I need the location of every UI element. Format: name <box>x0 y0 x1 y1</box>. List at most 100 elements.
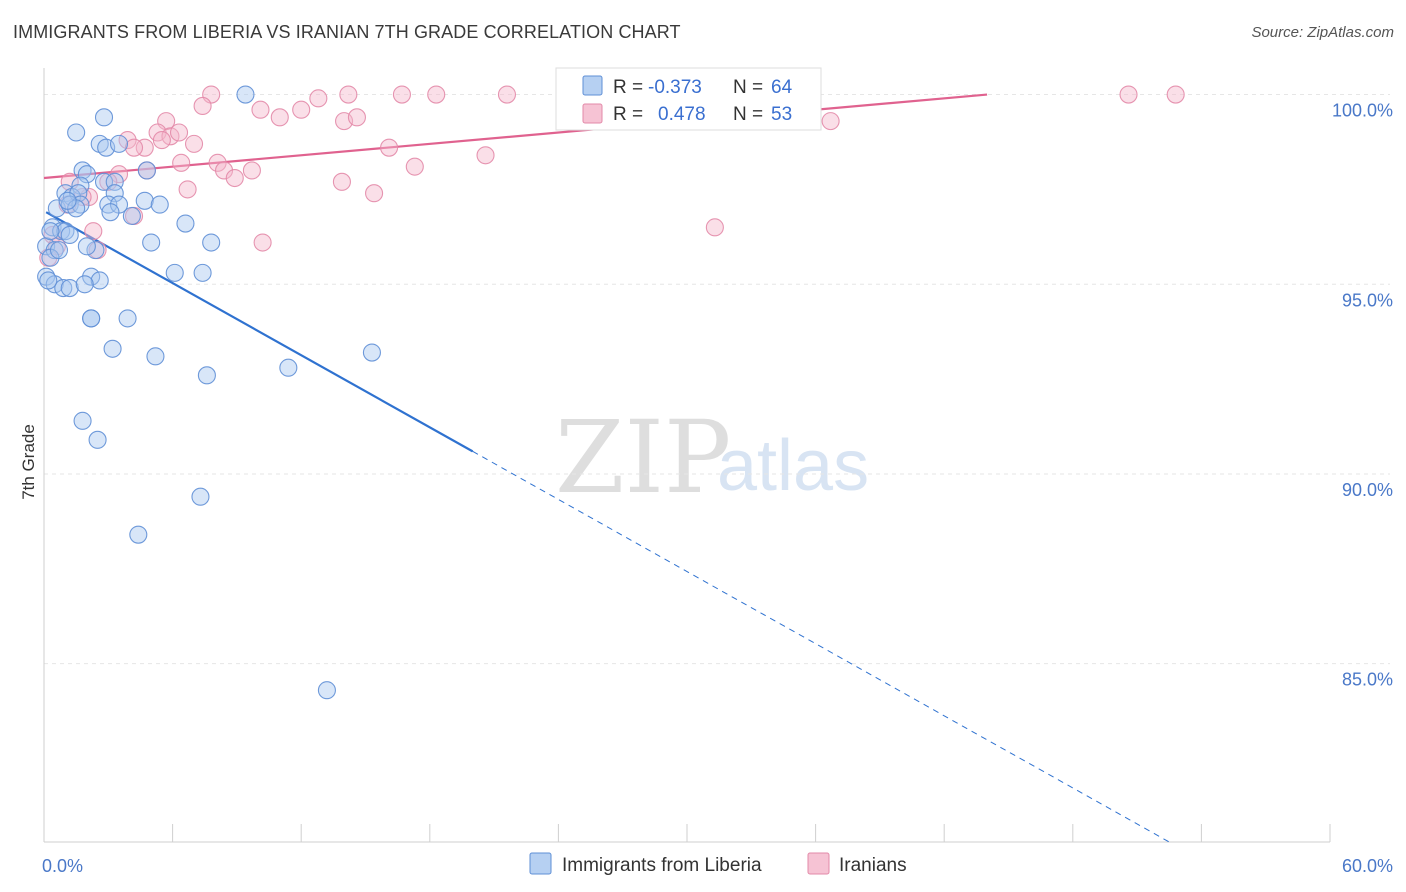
point-iranians <box>821 112 840 131</box>
legend-r-label-liberia: R = <box>613 77 643 98</box>
series-legend-label-iranians: Iranians <box>839 855 907 876</box>
point-liberia <box>122 206 141 226</box>
point-iranians <box>309 89 328 108</box>
chart-source: Source: ZipAtlas.com <box>1251 24 1394 41</box>
point-iranians <box>124 138 144 157</box>
point-iranians <box>427 85 446 104</box>
point-iranians <box>214 161 234 180</box>
y-tick-label: 90.0% <box>1342 480 1393 500</box>
legend-n-label-iranians: N = <box>733 104 763 125</box>
point-iranians <box>208 153 227 172</box>
legend-r-label-iranians: R = <box>613 104 643 125</box>
trend-line-liberia-extension <box>472 450 1170 843</box>
point-iranians <box>332 172 351 191</box>
stats-legend: R = -0.373 N = 64 R = 0.478 N = 53 <box>555 67 822 131</box>
point-iranians <box>1119 85 1138 104</box>
point-liberia <box>58 191 77 210</box>
point-liberia <box>165 263 184 282</box>
chart-title: IMMIGRANTS FROM LIBERIA VS IRANIAN 7TH G… <box>13 22 681 42</box>
point-iranians <box>253 233 272 252</box>
point-liberia <box>137 161 156 180</box>
y-tick-labels: 100.0% 95.0% 90.0% 85.0% <box>1332 101 1393 690</box>
point-liberia <box>86 241 105 260</box>
point-iranians <box>184 134 204 153</box>
point-iranians <box>1166 85 1185 104</box>
watermark-zip: ZIP <box>555 399 731 516</box>
point-iranians <box>152 131 171 150</box>
trend-line-liberia <box>45 211 474 453</box>
point-liberia <box>49 241 69 260</box>
point-liberia <box>105 184 124 203</box>
point-liberia <box>279 358 298 377</box>
point-iranians <box>172 153 191 172</box>
series-legend: Immigrants from Liberia Iranians <box>529 852 907 876</box>
point-iranians <box>242 161 261 180</box>
point-iranians <box>225 168 244 188</box>
point-liberia <box>77 237 96 256</box>
point-liberia <box>73 411 92 430</box>
point-iranians <box>476 146 495 165</box>
y-tick-label: 100.0% <box>1332 101 1393 121</box>
point-iranians <box>380 138 399 157</box>
point-liberia <box>99 195 118 214</box>
point-iranians <box>339 85 358 104</box>
point-liberia <box>176 214 195 233</box>
point-iranians <box>347 108 366 127</box>
y-axis-title: 7th Grade <box>19 424 38 500</box>
point-iranians <box>392 85 411 104</box>
point-liberia <box>191 487 210 506</box>
x-tick-labels: 0.0% 60.0% <box>42 856 1393 876</box>
point-iranians <box>405 157 424 176</box>
series-legend-swatch-iranians <box>807 852 830 875</box>
data-points <box>37 85 1185 700</box>
trend-line-iranians <box>43 93 988 180</box>
point-liberia <box>118 309 137 328</box>
point-liberia <box>142 233 161 252</box>
watermark-atlas: atlas <box>717 426 869 506</box>
point-iranians <box>705 218 724 237</box>
legend-n-value-iranians: 53 <box>771 104 792 125</box>
legend-swatch-iranians <box>582 103 603 124</box>
point-liberia <box>146 347 165 366</box>
point-liberia <box>39 271 58 290</box>
point-liberia <box>129 525 148 544</box>
point-iranians <box>118 131 137 150</box>
point-liberia <box>90 271 109 290</box>
legend-n-label-liberia: N = <box>733 77 763 98</box>
point-liberia <box>101 203 120 222</box>
legend-n-value-liberia: 64 <box>771 77 793 98</box>
y-tick-label: 95.0% <box>1342 290 1393 310</box>
point-liberia <box>41 222 60 241</box>
trend-lines <box>43 93 1170 843</box>
point-iranians <box>169 123 189 142</box>
point-liberia <box>67 123 86 142</box>
point-liberia <box>54 279 73 298</box>
point-liberia <box>60 279 79 298</box>
point-liberia <box>197 366 216 385</box>
point-liberia <box>82 309 101 328</box>
point-liberia <box>317 681 336 700</box>
legend-r-value-iranians: 0.478 <box>658 104 706 125</box>
point-liberia <box>88 430 107 449</box>
grid-lines <box>44 94 1390 665</box>
point-liberia <box>94 108 114 127</box>
y-tick-label: 85.0% <box>1342 670 1393 690</box>
point-liberia <box>109 134 129 153</box>
point-iranians <box>292 100 311 119</box>
x-tick-label: 0.0% <box>42 856 83 876</box>
point-liberia <box>77 165 96 184</box>
point-liberia <box>103 339 122 358</box>
point-liberia <box>82 267 101 286</box>
legend-swatch-liberia <box>582 75 603 96</box>
legend-r-value-liberia: -0.373 <box>648 77 702 98</box>
point-liberia <box>236 85 255 104</box>
point-liberia <box>52 222 71 241</box>
series-legend-label-liberia: Immigrants from Liberia <box>562 855 762 876</box>
point-liberia <box>150 195 169 214</box>
point-liberia <box>362 343 381 362</box>
point-iranians <box>99 172 118 191</box>
point-iranians <box>270 108 289 127</box>
point-liberia <box>94 172 114 191</box>
point-iranians <box>161 127 180 146</box>
